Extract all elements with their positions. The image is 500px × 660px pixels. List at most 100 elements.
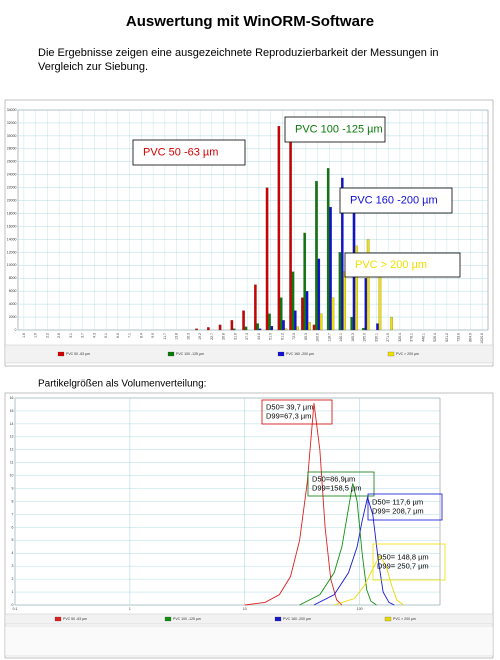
annotation-box: [372, 543, 446, 581]
bar: [364, 278, 368, 331]
curve: [334, 554, 404, 606]
bar: [319, 313, 323, 331]
x-tick-label: 165.3: [351, 333, 355, 342]
y-tick-label: 12: [10, 448, 14, 452]
legend-label: PVC 160 -200 µm: [283, 617, 311, 621]
y-tick-label: 5: [12, 538, 14, 542]
bar: [390, 316, 393, 331]
x-tick-label: 26.8: [222, 333, 226, 340]
x-tick-label: 2.6: [57, 333, 61, 338]
y-tick-label: 7: [12, 512, 14, 516]
annotation: PVC 160 -200 µm: [350, 194, 438, 206]
y-tick-label: 28000: [7, 147, 17, 151]
y-tick-label: 26000: [7, 160, 17, 164]
y-tick-label: 2: [12, 577, 14, 581]
x-tick-label: 140.1: [339, 333, 343, 342]
x-tick-label: 9.9: [151, 333, 155, 338]
annotation-box: [339, 187, 453, 214]
annotation: PVC 100 -125 µm: [295, 123, 383, 135]
x-tick-label: 1020.6: [480, 333, 484, 344]
annotation: D99= 250,7 µm: [377, 561, 429, 570]
x-tick-label: 2.2: [45, 333, 49, 338]
bar: [312, 324, 316, 331]
annotation-box: [284, 116, 386, 143]
x-tick-label: 8.4: [139, 333, 143, 338]
y-tick-label: 9: [12, 486, 14, 490]
y-tick-label: 30000: [7, 134, 17, 138]
caption: Partikelgrößen als Volumenverteilung:: [38, 379, 206, 390]
annotation: PVC > 200 µm: [355, 259, 427, 271]
y-tick-label: 6000: [9, 289, 17, 293]
bar: [277, 126, 281, 331]
curve: [313, 495, 395, 606]
y-tick-label: 14: [10, 422, 14, 426]
bar: [331, 297, 335, 331]
y-tick-label: 0: [15, 328, 17, 332]
y-tick-label: 0: [12, 603, 14, 607]
bar: [362, 327, 365, 331]
y-tick-label: 4: [12, 551, 14, 555]
legend-label: PVC 100 -125 µm: [173, 617, 201, 621]
bar: [270, 326, 274, 331]
y-tick-label: 3: [12, 564, 14, 568]
legend-swatch: [387, 351, 395, 357]
legend-label: PVC 50 -63 µm: [66, 352, 90, 356]
annotation: D50= 117,6 µm: [372, 497, 423, 506]
x-tick-label: 378.1: [410, 333, 414, 342]
bar: [265, 187, 269, 331]
curve: [244, 403, 343, 606]
y-tick-label: 20000: [7, 199, 17, 203]
intro: Die Ergebnisse zeigen eine ausgezeichnet…: [38, 47, 439, 73]
legend-swatch: [57, 351, 65, 357]
y-tick-label: 13: [10, 435, 14, 439]
x-tick-label: 1: [129, 607, 131, 611]
y-tick-label: 18000: [7, 211, 17, 215]
annotation-box: [367, 493, 443, 521]
x-tick-label: 51.9: [269, 333, 273, 340]
x-tick-label: 446.1: [421, 333, 425, 342]
y-tick-label: 8: [12, 499, 14, 503]
x-tick-label: 526.4: [433, 333, 437, 342]
bar: [301, 297, 304, 331]
bar: [315, 181, 318, 331]
annotation: D99=67,3 µm: [266, 411, 311, 420]
x-tick-label: 22.7: [210, 333, 214, 340]
bar: [242, 310, 245, 331]
y-tick-label: 8000: [9, 276, 17, 280]
bar: [258, 328, 262, 331]
bar: [284, 328, 288, 331]
bar: [232, 328, 236, 331]
bar: [230, 320, 234, 331]
bar: [296, 326, 299, 331]
annotation: D50= 39,7 µm: [266, 402, 313, 411]
bar: [338, 252, 342, 331]
stats-table: [4, 625, 494, 657]
x-tick-label: 72.3: [292, 333, 296, 340]
bar: [366, 239, 370, 331]
annotation: D50= 148,8 µm: [377, 552, 429, 561]
bar: [218, 324, 222, 331]
legend-label: PVC > 200 µm: [396, 352, 419, 356]
legend-swatch: [54, 616, 62, 622]
intro-box: Die Ergebnisse zeigen eine ausgezeichnet…: [38, 47, 439, 73]
annotation: PVC 50 -63 µm: [143, 146, 218, 158]
legend-label: PVC > 200 µm: [393, 617, 416, 621]
bar: [326, 168, 330, 331]
x-tick-label: 100: [357, 607, 363, 611]
x-tick-label: 864.9: [468, 333, 472, 342]
bar: [254, 284, 257, 331]
x-tick-label: 61.2: [280, 333, 284, 340]
x-tick-label: 320.4: [398, 333, 402, 342]
y-tick-label: 34000: [7, 108, 17, 112]
legend-label: PVC 100 -125 µm: [176, 352, 204, 356]
y-tick-label: 24000: [7, 173, 17, 177]
bar: [282, 320, 285, 331]
y-tick-label: 16000: [7, 224, 17, 228]
x-tick-label: 5.1: [104, 333, 108, 338]
x-tick-label: 621.2: [445, 333, 449, 342]
x-tick-label: 230.1: [374, 333, 378, 342]
annotation-box: [132, 139, 246, 166]
legend-swatch: [164, 616, 172, 622]
